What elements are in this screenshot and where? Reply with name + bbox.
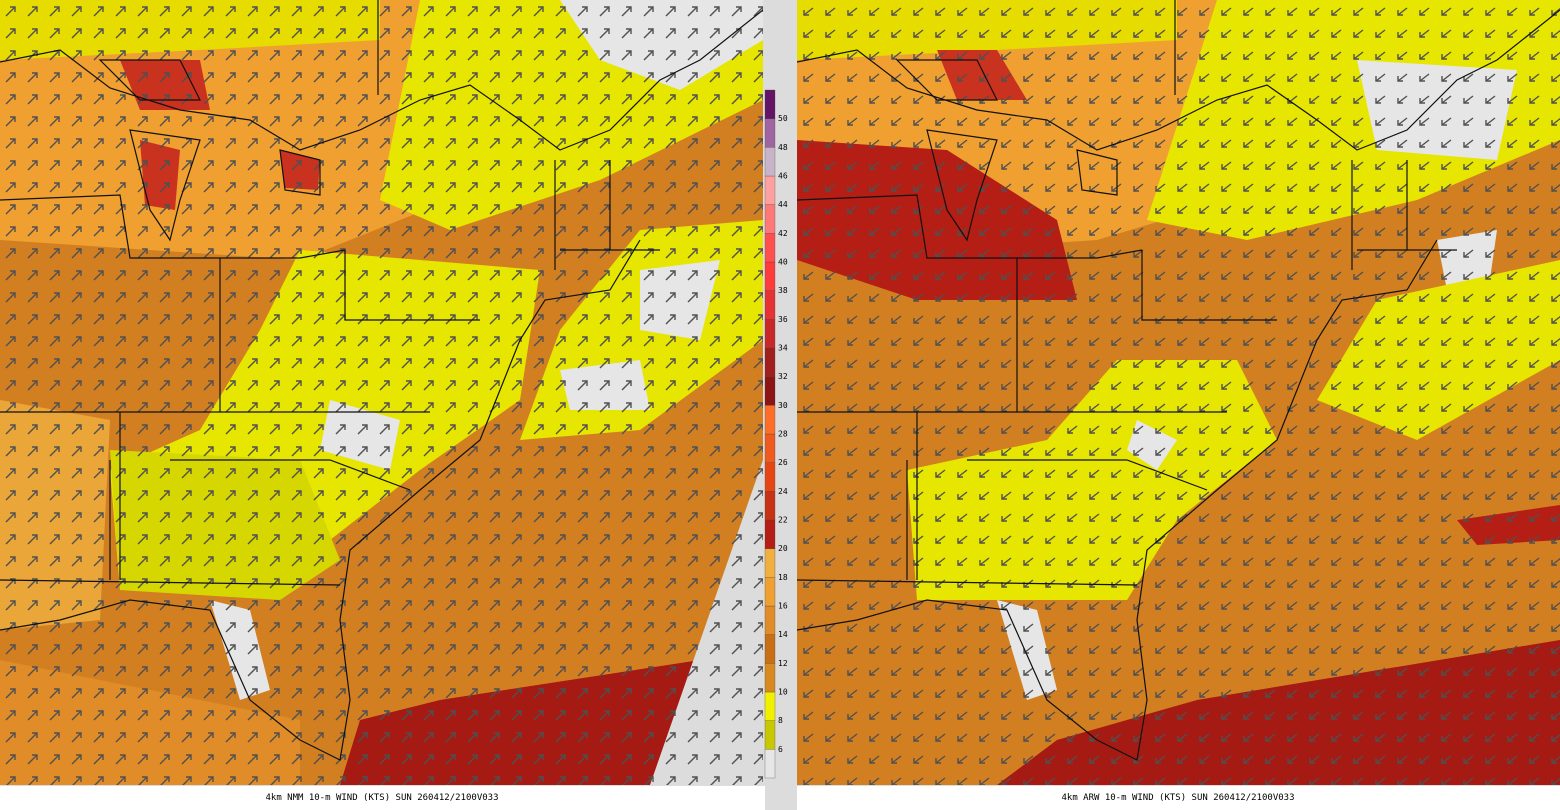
colorbar-label: 22: [778, 516, 788, 525]
colorbar-label: 42: [778, 229, 788, 238]
colorbar-swatch: [764, 118, 776, 148]
colorbar-label: 26: [778, 458, 788, 467]
nmm-panel: [0, 0, 763, 785]
colorbar-label: 30: [778, 401, 788, 410]
caption-bar: [0, 786, 765, 810]
colorbar-swatch: [764, 634, 776, 664]
colorbar-label: 14: [778, 630, 788, 639]
colorbar-label: 48: [778, 143, 788, 152]
colorbar-swatch: [764, 605, 776, 635]
colorbar-swatch: [764, 233, 776, 263]
colorbar-label: 18: [778, 573, 788, 582]
caption-bar: [797, 786, 1560, 810]
colorbar-swatch: [764, 519, 776, 549]
colorbar-swatch: [764, 548, 776, 578]
colorbar-label: 44: [778, 200, 788, 209]
colorbar-label: 50: [778, 114, 788, 123]
colorbar-label: 36: [778, 315, 788, 324]
colorbar-label: 12: [778, 659, 788, 668]
colorbar-label: 34: [778, 344, 788, 353]
colorbar-swatch: [764, 147, 776, 177]
colorbar-swatch: [764, 749, 776, 779]
colorbar: 6 8 10 12 14 16 18 20 22 24 26 28 30 32 34 36 38 40 42 44 46…: [764, 89, 788, 779]
colorbar-label: 38: [778, 286, 788, 295]
colorbar-swatch: [764, 204, 776, 234]
colorbar-swatch: [764, 577, 776, 607]
colorbar-swatch: [764, 691, 776, 721]
panel-caption: 4km ARW 10-m WIND (KTS) SUN 260412/2100V…: [1062, 793, 1295, 803]
colorbar-swatch: [764, 319, 776, 349]
colorbar-label: 20: [778, 544, 788, 553]
colorbar-label: 32: [778, 372, 788, 381]
colorbar-swatch: [764, 433, 776, 463]
colorbar-swatch: [764, 290, 776, 320]
colorbar-swatch: [764, 663, 776, 693]
colorbar-swatch: [764, 261, 776, 291]
colorbar-swatch: [764, 347, 776, 377]
colorbar-label: 16: [778, 602, 788, 611]
colorbar-swatch: [764, 720, 776, 750]
panel-caption: 4km NMM 10-m WIND (KTS) SUN 260412/2100V…: [266, 793, 499, 803]
colorbar-label: 24: [778, 487, 788, 496]
colorbar-label: 10: [778, 688, 788, 697]
colorbar-swatch: [764, 376, 776, 406]
colorbar-swatch: [764, 491, 776, 521]
arw-panel: [797, 0, 1560, 785]
colorbar-label: 46: [778, 172, 788, 181]
colorbar-label: 28: [778, 430, 788, 439]
colorbar-label: 8: [778, 716, 783, 725]
colorbar-label: 40: [778, 258, 788, 267]
colorbar-swatch: [764, 462, 776, 492]
colorbar-label: 6: [778, 745, 783, 754]
colorbar-swatch: [764, 405, 776, 435]
colorbar-swatch: [764, 89, 776, 119]
colorbar-swatch: [764, 175, 776, 205]
